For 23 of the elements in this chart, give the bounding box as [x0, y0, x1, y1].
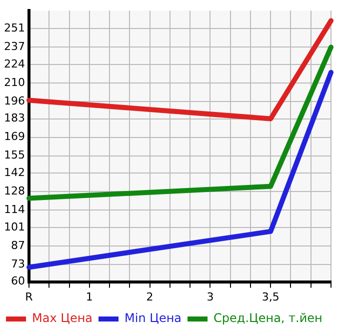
y-tick-label: 128 — [4, 184, 25, 198]
y-tick-label: 251 — [4, 21, 25, 34]
y-tick-label: 87 — [10, 238, 25, 252]
y-tick-label: 196 — [4, 94, 25, 108]
y-tick-label: 183 — [4, 112, 25, 125]
y-tick-label: 73 — [10, 257, 25, 270]
y-tick-label: 224 — [4, 57, 25, 70]
x-tick-label: R — [25, 290, 34, 304]
legend-label: Min Цена — [124, 311, 182, 326]
y-tick-label: 237 — [4, 40, 25, 54]
y-tick-label: 169 — [4, 130, 25, 144]
y-tick-label: 114 — [4, 203, 25, 216]
y-tick-label: 155 — [4, 148, 25, 162]
x-tick-label: 3,5 — [262, 290, 280, 304]
y-tick-label: 60 — [10, 274, 25, 288]
legend-label: Max Цена — [32, 311, 93, 326]
y-tick-label: 101 — [4, 220, 25, 234]
legend-label: Сред.Цена, т.йен — [214, 311, 322, 326]
x-tick-label: 1 — [86, 290, 93, 304]
y-tick-label: 142 — [4, 166, 25, 179]
y-tick-label: 210 — [4, 76, 25, 89]
x-tick-label: 3 — [206, 290, 214, 304]
x-tick-label: 2 — [146, 290, 154, 304]
